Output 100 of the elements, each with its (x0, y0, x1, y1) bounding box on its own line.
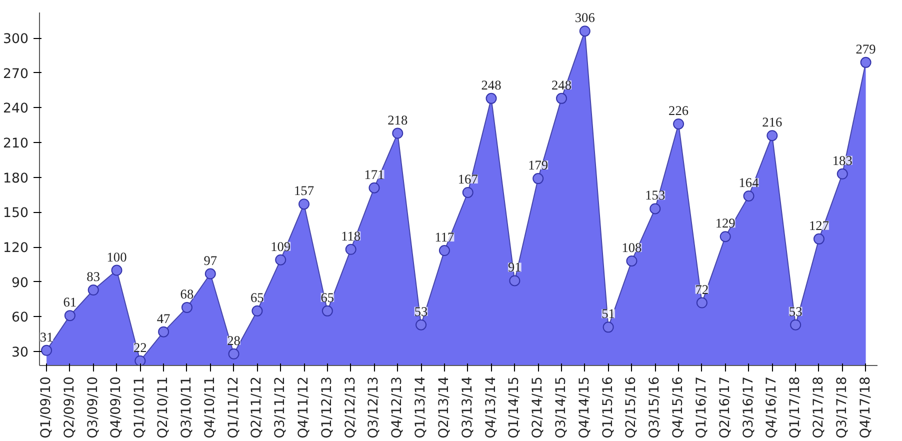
point (322, 305, 333, 316)
data-label: 61 (63, 294, 77, 310)
x-tick-label: Q4/11/12 (296, 376, 312, 438)
point (134, 355, 146, 366)
point (275, 254, 286, 266)
x-tick-label: Q1/13/14 (414, 376, 429, 438)
point (720, 231, 731, 242)
x-tick-label: Q4/09/10 (109, 376, 124, 438)
data-label: 65 (320, 290, 334, 305)
point (88, 284, 99, 296)
y-tick-label: 120 (3, 241, 29, 256)
y-tick-label: 90 (12, 276, 29, 291)
data-label: 167 (458, 171, 478, 186)
point (813, 233, 824, 244)
data-label: 31 (40, 329, 54, 344)
point (41, 344, 52, 356)
data-label: 28 (227, 332, 241, 348)
data-label: 218 (388, 112, 408, 128)
y-tick-label: 180 (3, 171, 29, 186)
x-tick-label: Q4/15/16 (671, 376, 686, 438)
x-tick-label: Q2/14/15 (530, 376, 546, 438)
x-tick-label: Q4/14/15 (577, 376, 592, 438)
point (579, 26, 590, 37)
point (111, 264, 122, 276)
x-tick-label: Q1/10/11 (132, 376, 148, 438)
y-tick-label: 150 (3, 206, 29, 222)
x-tick-label: Q2/15/16 (624, 376, 640, 438)
data-label: 91 (508, 260, 522, 275)
point (345, 244, 356, 255)
data-label: 153 (645, 188, 666, 203)
y-tick-label: 270 (3, 66, 29, 82)
x-tick-label: Q1/15/16 (600, 376, 616, 438)
point (228, 348, 240, 360)
data-label: 68 (180, 286, 194, 302)
x-tick-label: Q3/09/10 (86, 376, 101, 438)
data-label: 127 (808, 218, 830, 233)
x-tick-label: Q1/11/12 (226, 376, 242, 438)
point (438, 245, 450, 256)
x-tick-label: Q2/16/17 (718, 376, 733, 438)
data-label: 157 (294, 183, 314, 198)
x-tick-label: Q2/11/12 (250, 376, 265, 438)
x-tick-label: Q4/10/11 (202, 376, 218, 438)
x-tick-label: Q2/12/13 (343, 376, 358, 438)
data-label: 216 (762, 114, 782, 130)
data-label: 108 (622, 240, 642, 255)
data-label: 183 (832, 152, 853, 168)
data-label: 65 (250, 290, 264, 305)
y-tick-label: 300 (3, 32, 29, 48)
y-tick-label: 30 (12, 346, 29, 361)
point (532, 173, 544, 184)
x-tick-label: Q1/14/15 (507, 376, 522, 438)
data-label: 306 (574, 10, 596, 26)
data-label: 47 (156, 310, 171, 326)
data-label: 109 (270, 238, 291, 254)
y-tick-label: 240 (3, 102, 29, 117)
point (181, 302, 192, 313)
x-tick-label: Q2/10/11 (156, 376, 172, 438)
point (204, 268, 216, 280)
point (64, 310, 76, 322)
x-tick-label: Q3/13/14 (460, 376, 476, 438)
point (509, 275, 520, 286)
point (836, 168, 848, 180)
point (252, 305, 263, 316)
x-tick-label: Q4/17/18 (858, 376, 874, 438)
point (158, 326, 170, 338)
x-tick-label: Q4/12/13 (390, 376, 406, 438)
data-label: 279 (856, 41, 876, 56)
x-tick-label: Q1/17/18 (788, 376, 804, 438)
data-label: 22 (133, 340, 147, 355)
point (298, 198, 310, 210)
x-tick-label: Q3/14/15 (554, 376, 569, 438)
point (743, 190, 754, 202)
data-label: 118 (341, 228, 361, 244)
x-tick-label: Q3/12/13 (366, 376, 382, 438)
data-label: 171 (364, 166, 384, 182)
data-label: 51 (602, 306, 615, 322)
data-label: 100 (106, 249, 128, 264)
data-label: 179 (528, 158, 548, 173)
y-tick-label: 60 (12, 310, 29, 326)
data-label: 72 (695, 282, 709, 297)
data-label: 248 (552, 77, 572, 92)
point (486, 92, 497, 104)
point (392, 128, 404, 139)
data-label: 97 (204, 252, 218, 268)
x-tick-label: Q2/09/10 (62, 376, 78, 438)
data-label: 129 (715, 216, 736, 231)
point (696, 297, 708, 308)
data-label: 226 (668, 102, 689, 118)
data-label: 83 (86, 269, 100, 284)
x-tick-label: Q4/16/17 (764, 376, 780, 438)
x-tick-label: Q3/11/12 (273, 376, 288, 438)
x-tick-label: Q2/17/18 (811, 376, 826, 438)
x-tick-label: Q4/13/14 (484, 376, 499, 438)
y-tick-label: 210 (3, 136, 29, 152)
data-label: 164 (738, 174, 760, 190)
point (766, 130, 778, 142)
point (650, 203, 661, 214)
data-label: 117 (434, 230, 455, 245)
point (790, 319, 802, 330)
x-tick-label: Q1/16/17 (694, 376, 710, 438)
